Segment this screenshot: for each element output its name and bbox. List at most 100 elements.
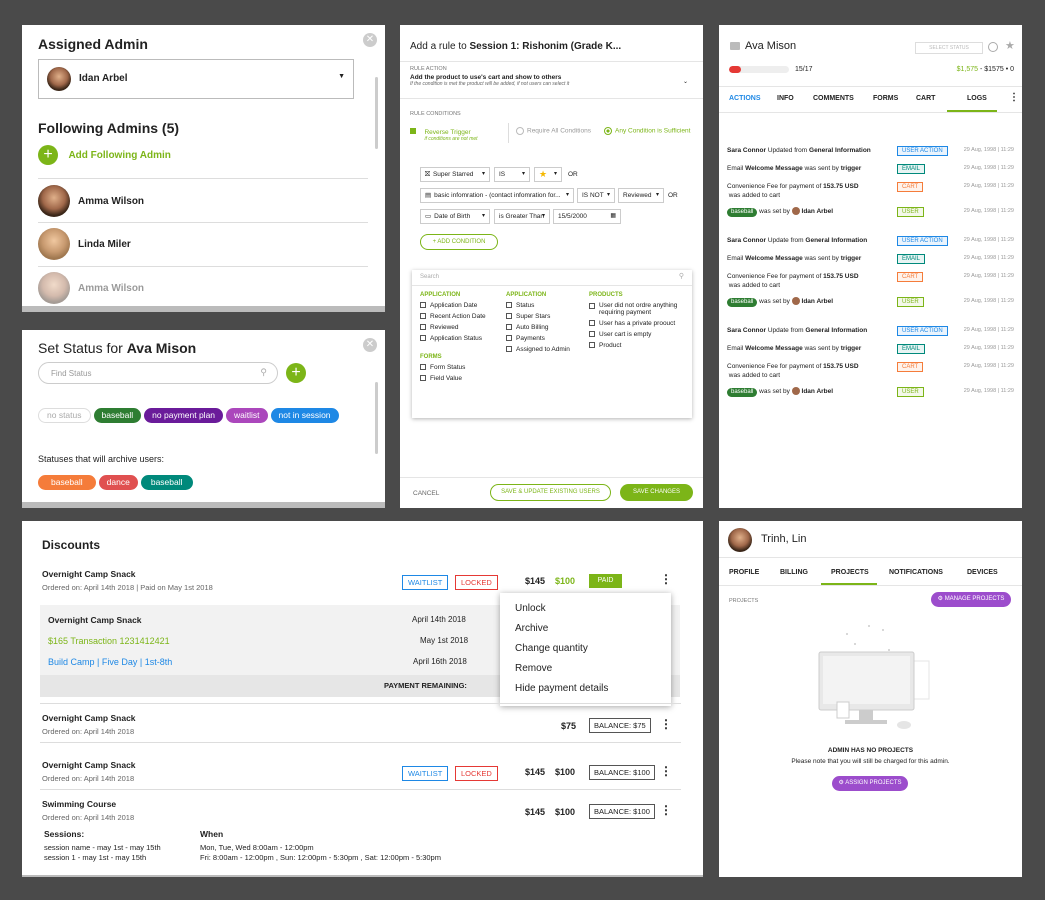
panel-title: Discounts [42, 538, 101, 552]
more-icon[interactable]: ⋮ [660, 717, 672, 731]
following-admin[interactable]: Linda Miler [38, 228, 368, 264]
menu-archive[interactable]: Archive [515, 623, 549, 634]
more-icon[interactable]: ⋮ [660, 572, 672, 586]
log-type-badge: CART [897, 182, 924, 192]
tab-cart[interactable]: CART [916, 95, 936, 102]
tab-profile[interactable]: PROFILE [729, 569, 760, 576]
star-icon[interactable]: ★ [1005, 40, 1015, 52]
tab-actions[interactable]: ACTIONS [729, 95, 761, 102]
more-icon[interactable]: ⋮ [1009, 92, 1019, 103]
tab-info[interactable]: INFO [777, 95, 794, 102]
face-icon[interactable] [988, 42, 998, 52]
require-all-radio[interactable]: Require All Conditions [516, 127, 591, 135]
add-status-button[interactable]: + [286, 363, 306, 383]
menu-hide-payment-details[interactable]: Hide payment details [515, 683, 609, 694]
tab-projects[interactable]: PROJECTS [831, 569, 869, 576]
context-menu: Unlock Archive Change quantity Remove Hi… [500, 593, 671, 706]
condition-operator-select[interactable]: IS ▾ [494, 167, 530, 182]
gear-icon: ⚙ [838, 780, 844, 786]
menu-remove[interactable]: Remove [515, 663, 553, 674]
picker-option[interactable]: Auto Billing [506, 324, 586, 331]
amounts: $1,575 - $1575 • 0 [956, 66, 1014, 73]
reverse-trigger-checkbox[interactable]: Reverse Trigger if conditions are not me… [410, 127, 478, 145]
date-input[interactable]: 15/5/2000 ▦ [553, 209, 621, 224]
assigned-admin-panel: Assigned Admin ✕ Idan Arbel ▼ Following … [22, 25, 385, 312]
tab-billing[interactable]: BILLING [780, 569, 808, 576]
picker-option[interactable]: User cart is empty [589, 331, 689, 338]
picker-option[interactable]: Reviewed [420, 324, 505, 331]
profile-name: Ava Mison [745, 40, 797, 52]
more-icon[interactable]: ⋮ [660, 764, 672, 778]
assign-projects-button[interactable]: ⚙ ASSIGN PROJECTS [832, 776, 908, 791]
picker-option[interactable]: Payments [506, 335, 586, 342]
condition-operator-select[interactable]: is Greater Than ▾ [494, 209, 550, 224]
tab-comments[interactable]: COMMENTS [813, 95, 854, 102]
rule-panel: Add a rule to Session 1: Rishonim (Grade… [400, 25, 703, 508]
picker-option[interactable]: Field Value [420, 375, 505, 382]
tab-logs[interactable]: LOGS [967, 95, 987, 102]
balance-badge: BALANCE: $100 [589, 804, 655, 819]
camp-link[interactable]: Build Camp | Five Day | 1st-8th [48, 657, 173, 667]
picker-option[interactable]: Product [589, 342, 689, 349]
empty-subtitle: Please note that you will still be charg… [791, 758, 950, 765]
picker-option[interactable]: Form Status [420, 364, 505, 371]
condition-value-select[interactable]: ★ ▾ [534, 167, 562, 182]
following-admin[interactable]: Amma Wilson [38, 185, 368, 221]
condition-field-select[interactable]: ▭ Date of Birth ▾ [420, 209, 490, 224]
save-changes-button[interactable]: SAVE CHANGES [620, 484, 693, 501]
scrollbar[interactable] [375, 77, 378, 149]
archive-status[interactable]: dance [98, 475, 138, 490]
picker-option[interactable]: Super Stars [506, 313, 586, 320]
menu-unlock[interactable]: Unlock [515, 603, 546, 614]
picker-option[interactable]: User has a private proouct [589, 320, 689, 327]
condition-value-select[interactable]: Reviewed ▾ [618, 188, 664, 203]
avatar [791, 297, 800, 306]
condition-field-select[interactable]: ⛝ Super Starred ▾ [420, 167, 490, 182]
picker-option[interactable]: Application Date [420, 302, 505, 309]
add-condition-button[interactable]: + ADD CONDITION [420, 234, 498, 250]
tab-notifications[interactable]: NOTIFICATIONS [889, 569, 943, 576]
picker-option[interactable]: Application Status [420, 335, 505, 342]
admin-name: Trinh, Lin [761, 533, 807, 545]
archive-status-list: baseball dance baseball [38, 472, 196, 490]
more-icon[interactable]: ⋮ [660, 803, 672, 817]
picker-option[interactable]: Assigned to Admin [506, 346, 586, 353]
caret-down-icon: ▼ [338, 73, 345, 80]
calendar-icon: ▦ [610, 213, 616, 219]
close-icon[interactable]: ✕ [363, 338, 377, 352]
picker-search-input[interactable]: Search ⚲ [412, 270, 692, 286]
find-status-input[interactable]: Find Status ⚲ [38, 362, 278, 384]
status-waitlist[interactable]: waitlist [226, 408, 268, 423]
condition-operator-select[interactable]: IS NOT ▾ [577, 188, 615, 203]
discounts-panel: Discounts Overnight Camp Snack Ordered o… [22, 521, 703, 877]
gear-icon: ⚙ [937, 596, 944, 602]
scrollbar[interactable] [375, 382, 378, 454]
admin-select[interactable]: Idan Arbel ▼ [38, 59, 354, 99]
condition-field-select[interactable]: ▤ basic infomration - (contact infomratio… [420, 188, 574, 203]
log-date: 29 Aug, 1998 | 11:29 [963, 237, 1014, 243]
cancel-button[interactable]: CANCEL [413, 490, 440, 497]
status-no-status[interactable]: no status [38, 408, 91, 423]
archive-status[interactable]: baseball [38, 475, 96, 490]
status-not-in-session[interactable]: not in session [270, 408, 339, 423]
rule-action-select[interactable]: Add the product to use's cart and show t… [410, 74, 688, 87]
manage-projects-button[interactable]: ⚙ MANAGE PROJECTS [931, 592, 1011, 607]
transaction-link[interactable]: $165 Transaction 1231412421 [48, 636, 170, 646]
following-admin[interactable]: Amma Wilson [38, 272, 368, 308]
status-baseball[interactable]: baseball [93, 408, 142, 423]
picker-option[interactable]: User did not ordre anything requiring pa… [589, 302, 689, 316]
archive-status[interactable]: baseball [140, 475, 193, 490]
picker-option[interactable]: Recent Action Date [420, 313, 505, 320]
add-following-admin-button[interactable]: + Add Following Admin [38, 145, 171, 167]
close-icon[interactable]: ✕ [363, 33, 377, 47]
tab-forms[interactable]: FORMS [873, 95, 899, 102]
tab-devices[interactable]: DEVICES [967, 569, 998, 576]
select-status-button[interactable]: SELECT STATUS [915, 42, 983, 54]
log-date: 29 Aug, 1998 | 11:29 [963, 363, 1014, 369]
any-sufficient-radio[interactable]: Any Condition is Sufficient [604, 127, 690, 135]
menu-change-quantity[interactable]: Change quantity [515, 643, 588, 654]
picker-option[interactable]: Status [506, 302, 586, 309]
log-type-badge: EMAIL [897, 344, 926, 354]
save-update-button[interactable]: SAVE & UPDATE EXISTING USERS [490, 484, 611, 501]
status-no-payment-plan[interactable]: no payment plan [144, 408, 224, 423]
